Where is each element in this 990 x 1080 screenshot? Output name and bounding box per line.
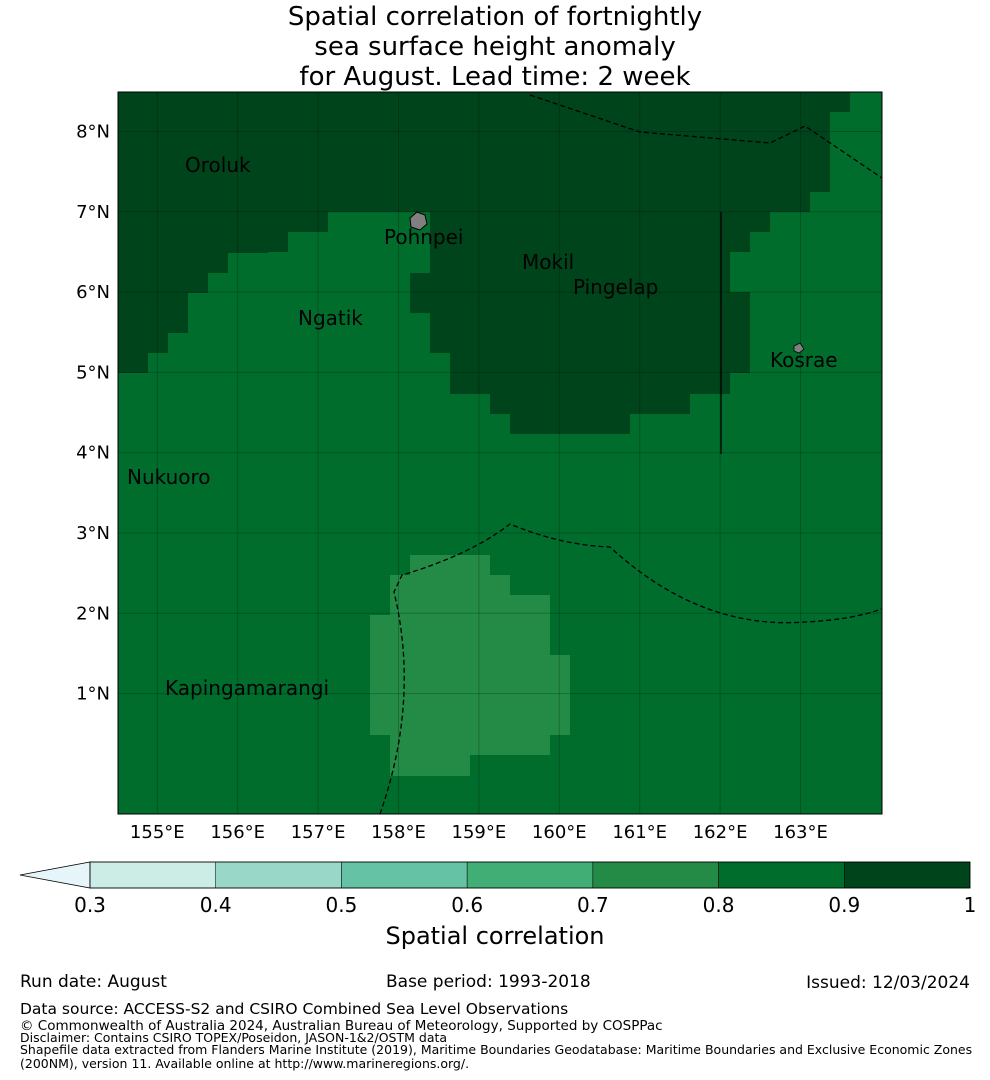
lat-tick-label: 2°N <box>76 603 110 624</box>
place-oroluk: Oroluk <box>185 153 251 177</box>
lat-tick-label: 7°N <box>76 202 110 223</box>
colorbar-segment <box>341 861 468 889</box>
map-gridlines <box>118 92 882 814</box>
colorbar-tick-label: 0.9 <box>828 893 860 917</box>
colorbar-tick-label: 1 <box>964 893 977 917</box>
colorbar-tick-label: 0.7 <box>577 893 609 917</box>
correlation-region-medium-south <box>370 555 570 776</box>
pohnpei-island <box>409 211 428 231</box>
run-date: Run date: August <box>20 972 167 992</box>
colorbar-tick-label: 0.5 <box>326 893 358 917</box>
disclaimer: Disclaimer: Contains CSIRO TOPEX/Poseido… <box>20 1030 448 1045</box>
copyright-notice: © Commonwealth of Australia 2024, Austra… <box>20 1018 663 1034</box>
lon-tick-label: 162°E <box>693 822 748 843</box>
lon-tick-label: 157°E <box>291 822 346 843</box>
data-source: Data source: ACCESS-S2 and CSIRO Combine… <box>20 1000 569 1018</box>
latitude-axis: 8°N 7°N 6°N 5°N 4°N 3°N 2°N 1°N <box>76 122 110 705</box>
place-pingelap: Pingelap <box>573 275 658 299</box>
place-kapingamarangi: Kapingamarangi <box>165 676 329 700</box>
place-pohnpei: Pohnpei <box>384 225 464 249</box>
lon-tick-label: 156°E <box>210 822 265 843</box>
colorbar-label: Spatial correlation <box>385 922 605 950</box>
colorbar-tick-label: 0.3 <box>74 893 106 917</box>
place-mokil: Mokil <box>522 250 574 274</box>
colorbar-tick-label: 0.8 <box>703 893 735 917</box>
chart-title: Spatial correlation of fortnightly sea s… <box>0 2 990 92</box>
lon-tick-label: 161°E <box>612 822 667 843</box>
colorbar-segment <box>592 861 719 889</box>
colorbar-segment <box>466 861 594 889</box>
lat-tick-label: 4°N <box>76 443 110 464</box>
title-line-1: Spatial correlation of fortnightly <box>287 2 703 32</box>
correlation-region-northeast-top <box>830 92 850 112</box>
colorbar-tick-label: 0.4 <box>200 893 232 917</box>
place-labels: Oroluk Pohnpei Mokil Pingelap Ngatik Kos… <box>127 153 838 700</box>
lat-tick-label: 8°N <box>76 122 110 143</box>
colorbar-tick-label: 0.6 <box>451 893 483 917</box>
lat-tick-label: 5°N <box>76 362 110 383</box>
colorbar-segment <box>844 861 971 889</box>
place-nukuoro: Nukuoro <box>127 465 211 489</box>
title-line-3: for August. Lead time: 2 week <box>299 62 691 92</box>
colorbar-segment <box>718 861 845 889</box>
map-frame <box>117 91 883 815</box>
lat-tick-label: 1°N <box>76 684 110 705</box>
place-kosrae: Kosrae <box>770 348 838 372</box>
lon-tick-label: 163°E <box>773 822 828 843</box>
colorbar-extend-arrow <box>19 861 91 889</box>
eez-boundaries <box>379 94 883 815</box>
lon-tick-label: 160°E <box>532 822 587 843</box>
correlation-region-northeast <box>850 92 882 814</box>
shapefile-credit-line2: (200NM), version 11. Available online at… <box>20 1056 470 1071</box>
colorbar: 0.3 0.4 0.5 0.6 0.7 0.8 0.9 1 <box>19 861 977 917</box>
longitude-axis: 155°E 156°E 157°E 158°E 159°E 160°E 161°E 162°E… <box>130 822 828 843</box>
correlation-region-high-north <box>118 92 850 434</box>
colorbar-frame <box>89 861 971 889</box>
kosrae-island <box>793 342 805 354</box>
lon-tick-label: 159°E <box>452 822 507 843</box>
map-panel <box>118 92 882 814</box>
eez-boundary-north <box>529 94 883 179</box>
base-period: Base period: 1993-2018 <box>386 972 591 992</box>
shapefile-credit-line1: Shapefile data extracted from Flanders M… <box>20 1042 973 1057</box>
title-line-2: sea surface height anomaly <box>314 32 676 62</box>
colorbar-segment <box>89 861 216 889</box>
place-ngatik: Ngatik <box>298 306 363 330</box>
islands <box>409 211 805 354</box>
lat-tick-label: 6°N <box>76 282 110 303</box>
lon-tick-label: 158°E <box>371 822 426 843</box>
lon-tick-label: 155°E <box>130 822 185 843</box>
colorbar-segment <box>215 861 342 889</box>
issued-date: Issued: 12/03/2024 <box>806 973 970 993</box>
lat-tick-label: 3°N <box>76 523 110 544</box>
eez-boundary-south <box>379 523 883 815</box>
